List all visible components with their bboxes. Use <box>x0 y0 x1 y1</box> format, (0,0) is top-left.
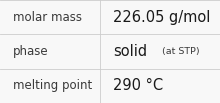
Text: melting point: melting point <box>13 79 92 92</box>
Text: (at STP): (at STP) <box>162 47 199 56</box>
Text: phase: phase <box>13 45 49 58</box>
Text: 226.05 g/mol: 226.05 g/mol <box>113 10 211 25</box>
Text: molar mass: molar mass <box>13 11 82 24</box>
Text: solid: solid <box>113 44 147 59</box>
Text: 290 °C: 290 °C <box>113 78 163 93</box>
